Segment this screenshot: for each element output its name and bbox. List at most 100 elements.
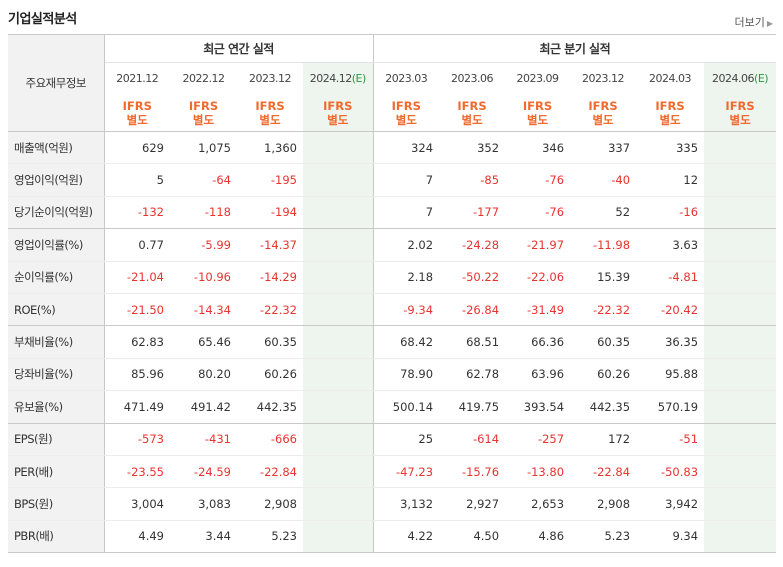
ifrs-badge: IFRS 별도 bbox=[303, 94, 374, 132]
period-label: 2021.12 bbox=[116, 72, 159, 85]
table-cell bbox=[303, 423, 374, 456]
period-label: 2022.12 bbox=[182, 72, 226, 85]
table-row: BPS(원) 3,004 3,083 2,908 3,132 2,927 2,653 2,90… bbox=[8, 487, 777, 521]
period-header: 2024.03 bbox=[636, 63, 704, 95]
table-cell: 78.90 bbox=[373, 358, 440, 392]
ifrs-type: 별도 bbox=[461, 112, 483, 127]
ifrs-label: IFRS bbox=[255, 98, 285, 113]
table-cell: -21.50 bbox=[104, 293, 170, 327]
ifrs-type: 별도 bbox=[729, 112, 751, 127]
ifrs-label: IFRS bbox=[323, 98, 353, 113]
table-cell: 15.39 bbox=[570, 261, 637, 294]
ifrs-type: 별도 bbox=[592, 112, 614, 127]
ifrs-badge: IFRS 별도 bbox=[704, 94, 777, 132]
period-label: 2023.03 bbox=[385, 72, 428, 85]
ifrs-type: 별도 bbox=[526, 112, 549, 127]
table-cell: -85 bbox=[439, 163, 506, 197]
table-cell: -40 bbox=[570, 163, 637, 197]
table-cell: -23.55 bbox=[104, 455, 170, 489]
period-header: 2023.12 bbox=[570, 63, 636, 95]
table-cell bbox=[704, 520, 777, 554]
table-cell bbox=[303, 325, 374, 359]
row-label: 부채비율(%) bbox=[8, 325, 105, 359]
ifrs-label: IFRS bbox=[655, 98, 685, 113]
table-cell: 172 bbox=[570, 423, 637, 456]
table-row: EPS(원) -573 -431 -666 25 -614 -257 172 -51 bbox=[8, 423, 777, 456]
table-cell: 393.54 bbox=[505, 390, 571, 424]
table-cell bbox=[303, 455, 374, 489]
table-cell: -257 bbox=[505, 423, 571, 456]
table-cell: 60.35 bbox=[570, 325, 637, 359]
ifrs-badge: IFRS 별도 bbox=[636, 94, 705, 132]
ifrs-badge: IFRS 별도 bbox=[170, 94, 237, 132]
table-cell: -118 bbox=[170, 196, 237, 230]
table-cell: 2,908 bbox=[237, 487, 303, 521]
row-label: 매출액(억원) bbox=[8, 131, 105, 165]
more-link[interactable]: 더보기 ▶ bbox=[734, 14, 773, 30]
period-header: 2023.03 bbox=[373, 63, 439, 95]
table-cell: -50.83 bbox=[636, 455, 705, 489]
row-label: BPS(원) bbox=[8, 487, 105, 521]
table-cell: 60.26 bbox=[237, 358, 303, 392]
table-cell: -10.96 bbox=[170, 261, 237, 294]
table-cell: 25 bbox=[373, 423, 440, 456]
table-cell bbox=[303, 261, 374, 294]
table-cell bbox=[303, 131, 374, 165]
table-cell: 5.23 bbox=[570, 520, 637, 554]
table-cell: -431 bbox=[170, 423, 237, 456]
table-cell: -22.84 bbox=[237, 455, 303, 489]
table-cell: 3.44 bbox=[170, 520, 237, 554]
table-cell: 63.96 bbox=[505, 358, 571, 392]
period-label: 2024.03 bbox=[649, 72, 692, 85]
table-cell: 442.35 bbox=[570, 390, 637, 424]
table-cell: 491.42 bbox=[170, 390, 237, 424]
table-cell: -177 bbox=[439, 196, 506, 230]
table-cell: 324 bbox=[373, 131, 440, 165]
row-label: ROE(%) bbox=[8, 293, 105, 327]
table-cell bbox=[704, 196, 777, 230]
period-label: 2024.12 bbox=[309, 72, 353, 85]
table-cell: 3.63 bbox=[636, 228, 705, 262]
ifrs-type: 별도 bbox=[395, 112, 417, 127]
table-cell: -31.49 bbox=[505, 293, 571, 327]
table-cell: 2,653 bbox=[505, 487, 571, 521]
table-cell bbox=[704, 390, 777, 424]
table-cell: -195 bbox=[237, 163, 303, 197]
more-link-label: 더보기 bbox=[734, 16, 765, 29]
table-cell: 62.83 bbox=[104, 325, 170, 359]
table-cell: -24.59 bbox=[170, 455, 237, 489]
table-cell: 3,004 bbox=[104, 487, 170, 521]
period-header: 2022.12 bbox=[170, 63, 237, 95]
table-row: ROE(%) -21.50 -14.34 -22.32 -9.34 -26.84 -31.4… bbox=[8, 293, 777, 327]
table-cell: 570.19 bbox=[636, 390, 705, 424]
table-cell bbox=[303, 163, 374, 197]
table-cell: 500.14 bbox=[373, 390, 440, 424]
table-cell: 2.02 bbox=[373, 228, 440, 262]
table-cell: -13.80 bbox=[505, 455, 571, 489]
table-cell: 68.42 bbox=[373, 325, 440, 359]
table-cell: -22.84 bbox=[570, 455, 637, 489]
table-cell bbox=[704, 131, 777, 165]
table-cell: 12 bbox=[636, 163, 705, 197]
table-cell: 5.23 bbox=[237, 520, 303, 554]
table-cell: 442.35 bbox=[237, 390, 303, 424]
table-cell bbox=[704, 455, 777, 489]
table-row: 부채비율(%) 62.83 65.46 60.35 68.42 68.51 66.36 60.… bbox=[8, 325, 777, 359]
table-cell bbox=[704, 423, 777, 456]
table-cell: -20.42 bbox=[636, 293, 705, 327]
table-cell bbox=[704, 358, 777, 392]
table-cell bbox=[704, 163, 777, 197]
row-label: EPS(원) bbox=[8, 423, 105, 456]
table-cell: 7 bbox=[373, 163, 440, 197]
table-cell: 52 bbox=[570, 196, 637, 230]
row-label: PER(배) bbox=[8, 455, 105, 489]
section-title: 기업실적분석 bbox=[8, 12, 77, 27]
period-header: 2024.06(E) bbox=[704, 62, 777, 94]
table-cell: 68.51 bbox=[439, 325, 506, 359]
ifrs-label: IFRS bbox=[391, 98, 421, 113]
table-cell: 346 bbox=[505, 131, 571, 165]
table-cell: 2,927 bbox=[439, 487, 506, 521]
table-cell: 65.46 bbox=[170, 325, 237, 359]
ifrs-type: 별도 bbox=[327, 112, 349, 127]
table-cell: -24.28 bbox=[439, 228, 506, 262]
